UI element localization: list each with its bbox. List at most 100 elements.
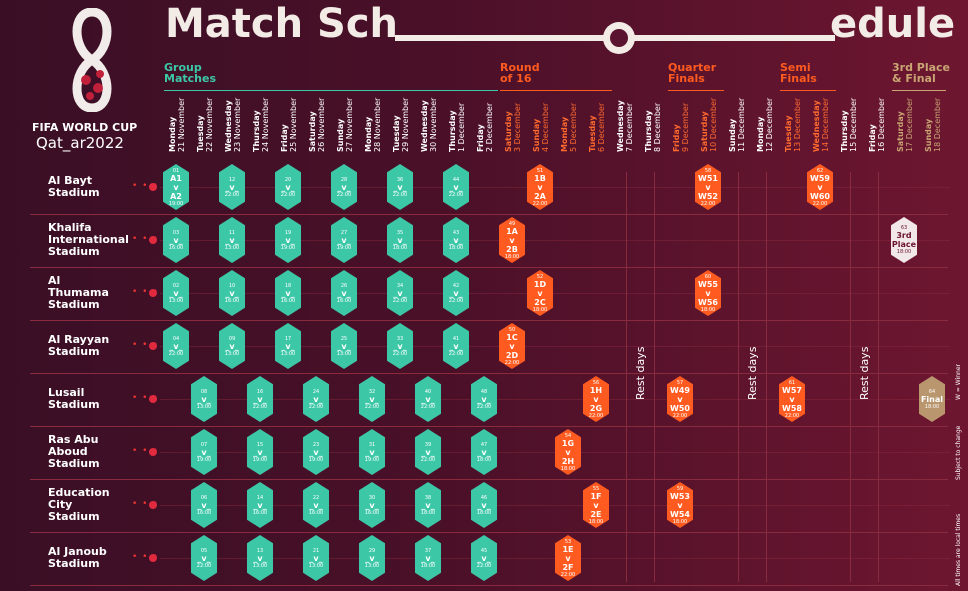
- match-hex[interactable]: 48 _v_ 22:00: [471, 376, 497, 422]
- match-hex[interactable]: 24 _v_ 22:00: [303, 376, 329, 422]
- match-hex[interactable]: 40 _v_ 22:00: [415, 376, 441, 422]
- day-of-week: Monday: [364, 116, 373, 152]
- match-hex[interactable]: 45 _v_ 22:00: [471, 535, 497, 581]
- day-of-week: Thursday: [252, 110, 261, 152]
- match-hex[interactable]: 23 _v_ 19:00: [303, 429, 329, 475]
- match-hex[interactable]: 58 W51 v W52 22:00: [695, 164, 721, 210]
- match-hex[interactable]: 12 _v_ 22:00: [219, 164, 245, 210]
- match-hex[interactable]: 29 _v_ 13:00: [359, 535, 385, 581]
- match-hex[interactable]: 44 _v_ 22:00: [443, 164, 469, 210]
- row-guide: [160, 505, 950, 506]
- match-number: 29: [368, 547, 376, 554]
- match-time: 22:00: [560, 571, 576, 578]
- match-hex[interactable]: 03 _v_ 16:00: [163, 217, 189, 263]
- match-time: 16:00: [196, 509, 212, 516]
- match-teams: _v_: [365, 394, 379, 404]
- rest-days-label: Rest days: [858, 346, 871, 400]
- day-header: Tuesday 6 December: [588, 103, 606, 152]
- match-time: 18:00: [588, 518, 604, 525]
- match-hex[interactable]: 59 W53 v W54 18:00: [667, 482, 693, 528]
- match-number: 34: [396, 282, 404, 289]
- match-hex[interactable]: 26 _v_ 16:00: [331, 270, 357, 316]
- match-hex[interactable]: 11 _v_ 13:00: [219, 217, 245, 263]
- match-hex[interactable]: 01 A1 v A2 19:00: [163, 164, 189, 210]
- match-hex[interactable]: 31 _v_ 19:00: [359, 429, 385, 475]
- stadium-name: Al Rayyan Stadium: [48, 333, 110, 358]
- row-ball-icon: [149, 395, 157, 403]
- match-hex[interactable]: 17 _v_ 13:00: [275, 323, 301, 369]
- match-hex[interactable]: 10 _v_ 16:00: [219, 270, 245, 316]
- match-hex[interactable]: 06 _v_ 16:00: [191, 482, 217, 528]
- row-divider: [30, 426, 948, 427]
- match-time: 22:00: [420, 456, 436, 463]
- match-hex[interactable]: 51 1B v 2A 22:00: [527, 164, 553, 210]
- day-header: Saturday 3 December: [504, 103, 522, 152]
- day-of-week: Friday: [868, 124, 877, 152]
- match-hex[interactable]: 22 _v_ 16:00: [303, 482, 329, 528]
- match-hex[interactable]: 64 Final 18:00: [919, 376, 945, 422]
- match-hex[interactable]: 57 W49 v W50 22:00: [667, 376, 693, 422]
- match-hex[interactable]: 04 _v_ 22:00: [163, 323, 189, 369]
- match-hex[interactable]: 20 _v_ 22:00: [275, 164, 301, 210]
- match-hex[interactable]: 33 _v_ 22:00: [387, 323, 413, 369]
- match-hex[interactable]: 41 _v_ 22:00: [443, 323, 469, 369]
- match-hex[interactable]: 30 _v_ 16:00: [359, 482, 385, 528]
- match-hex[interactable]: 46 _v_ 18:00: [471, 482, 497, 528]
- match-hex[interactable]: 09 _v_ 13:00: [219, 323, 245, 369]
- match-time: 16:00: [336, 297, 352, 304]
- match-hex[interactable]: 39 _v_ 22:00: [415, 429, 441, 475]
- match-hex[interactable]: 38 _v_ 18:00: [415, 482, 441, 528]
- match-teams: _v_: [169, 235, 183, 245]
- match-hex[interactable]: 21 _v_ 13:00: [303, 535, 329, 581]
- match-teams: Final: [920, 394, 944, 404]
- day-date: 3 December: [513, 102, 522, 152]
- match-hex[interactable]: 18 _v_ 16:00: [275, 270, 301, 316]
- match-hex[interactable]: 49 1A v 2B 18:00: [499, 217, 525, 263]
- match-hex[interactable]: 55 1F v 2E 18:00: [583, 482, 609, 528]
- match-teams: W59 v W60: [810, 173, 830, 201]
- match-hex[interactable]: 08 _v_ 13:00: [191, 376, 217, 422]
- match-hex[interactable]: 61 W57 v W58 22:00: [779, 376, 805, 422]
- match-hex[interactable]: 15 _v_ 19:00: [247, 429, 273, 475]
- match-hex[interactable]: 47 _v_ 18:00: [471, 429, 497, 475]
- match-hex[interactable]: 53 1E v 2F 22:00: [555, 535, 581, 581]
- match-hex[interactable]: 52 1D v 2C 18:00: [527, 270, 553, 316]
- match-hex[interactable]: 36 _v_ 22:00: [387, 164, 413, 210]
- day-date: 18 December: [933, 97, 942, 152]
- match-teams: 1C v 2D: [505, 332, 519, 360]
- match-hex[interactable]: 19 _v_ 19:00: [275, 217, 301, 263]
- match-hex[interactable]: 43 _v_ 18:00: [443, 217, 469, 263]
- match-number: 33: [396, 335, 404, 342]
- match-hex[interactable]: 50 1C v 2D 22:00: [499, 323, 525, 369]
- match-hex[interactable]: 27 _v_ 19:00: [331, 217, 357, 263]
- match-hex[interactable]: 16 _v_ 22:00: [247, 376, 273, 422]
- day-of-week: Tuesday: [588, 115, 597, 152]
- match-time: 13:00: [336, 350, 352, 357]
- match-teams: _v_: [365, 447, 379, 457]
- match-hex[interactable]: 54 1G v 2H 18:00: [555, 429, 581, 475]
- match-hex[interactable]: 62 W59 v W60 22:00: [807, 164, 833, 210]
- match-time: 13:00: [308, 562, 324, 569]
- match-hex[interactable]: 02 _v_ 13:00: [163, 270, 189, 316]
- day-date: 7 December: [625, 102, 634, 152]
- match-time: 13:00: [252, 562, 268, 569]
- match-hex[interactable]: 28 _v_ 22:00: [331, 164, 357, 210]
- match-hex[interactable]: 34 _v_ 22:00: [387, 270, 413, 316]
- match-hex[interactable]: 42 _v_ 22:00: [443, 270, 469, 316]
- match-hex[interactable]: 32 _v_ 22:00: [359, 376, 385, 422]
- match-hex[interactable]: 63 3rd Place 18:00: [891, 217, 917, 263]
- match-hex[interactable]: 25 _v_ 13:00: [331, 323, 357, 369]
- match-hex[interactable]: 05 _v_ 22:00: [191, 535, 217, 581]
- match-teams: W55 v W56: [698, 279, 718, 307]
- day-date: 16 December: [877, 97, 886, 152]
- rest-day-line: [766, 172, 767, 582]
- match-hex[interactable]: 07 _v_ 19:00: [191, 429, 217, 475]
- match-hex[interactable]: 13 _v_ 13:00: [247, 535, 273, 581]
- match-teams: _v_: [477, 553, 491, 563]
- match-hex[interactable]: 35 _v_ 18:00: [387, 217, 413, 263]
- match-hex[interactable]: 56 1H v 2G 22:00: [583, 376, 609, 422]
- day-header: Wednesday 14 December: [812, 98, 830, 152]
- match-hex[interactable]: 37 _v_ 18:00: [415, 535, 441, 581]
- match-hex[interactable]: 60 W55 v W56 18:00: [695, 270, 721, 316]
- match-hex[interactable]: 14 _v_ 16:00: [247, 482, 273, 528]
